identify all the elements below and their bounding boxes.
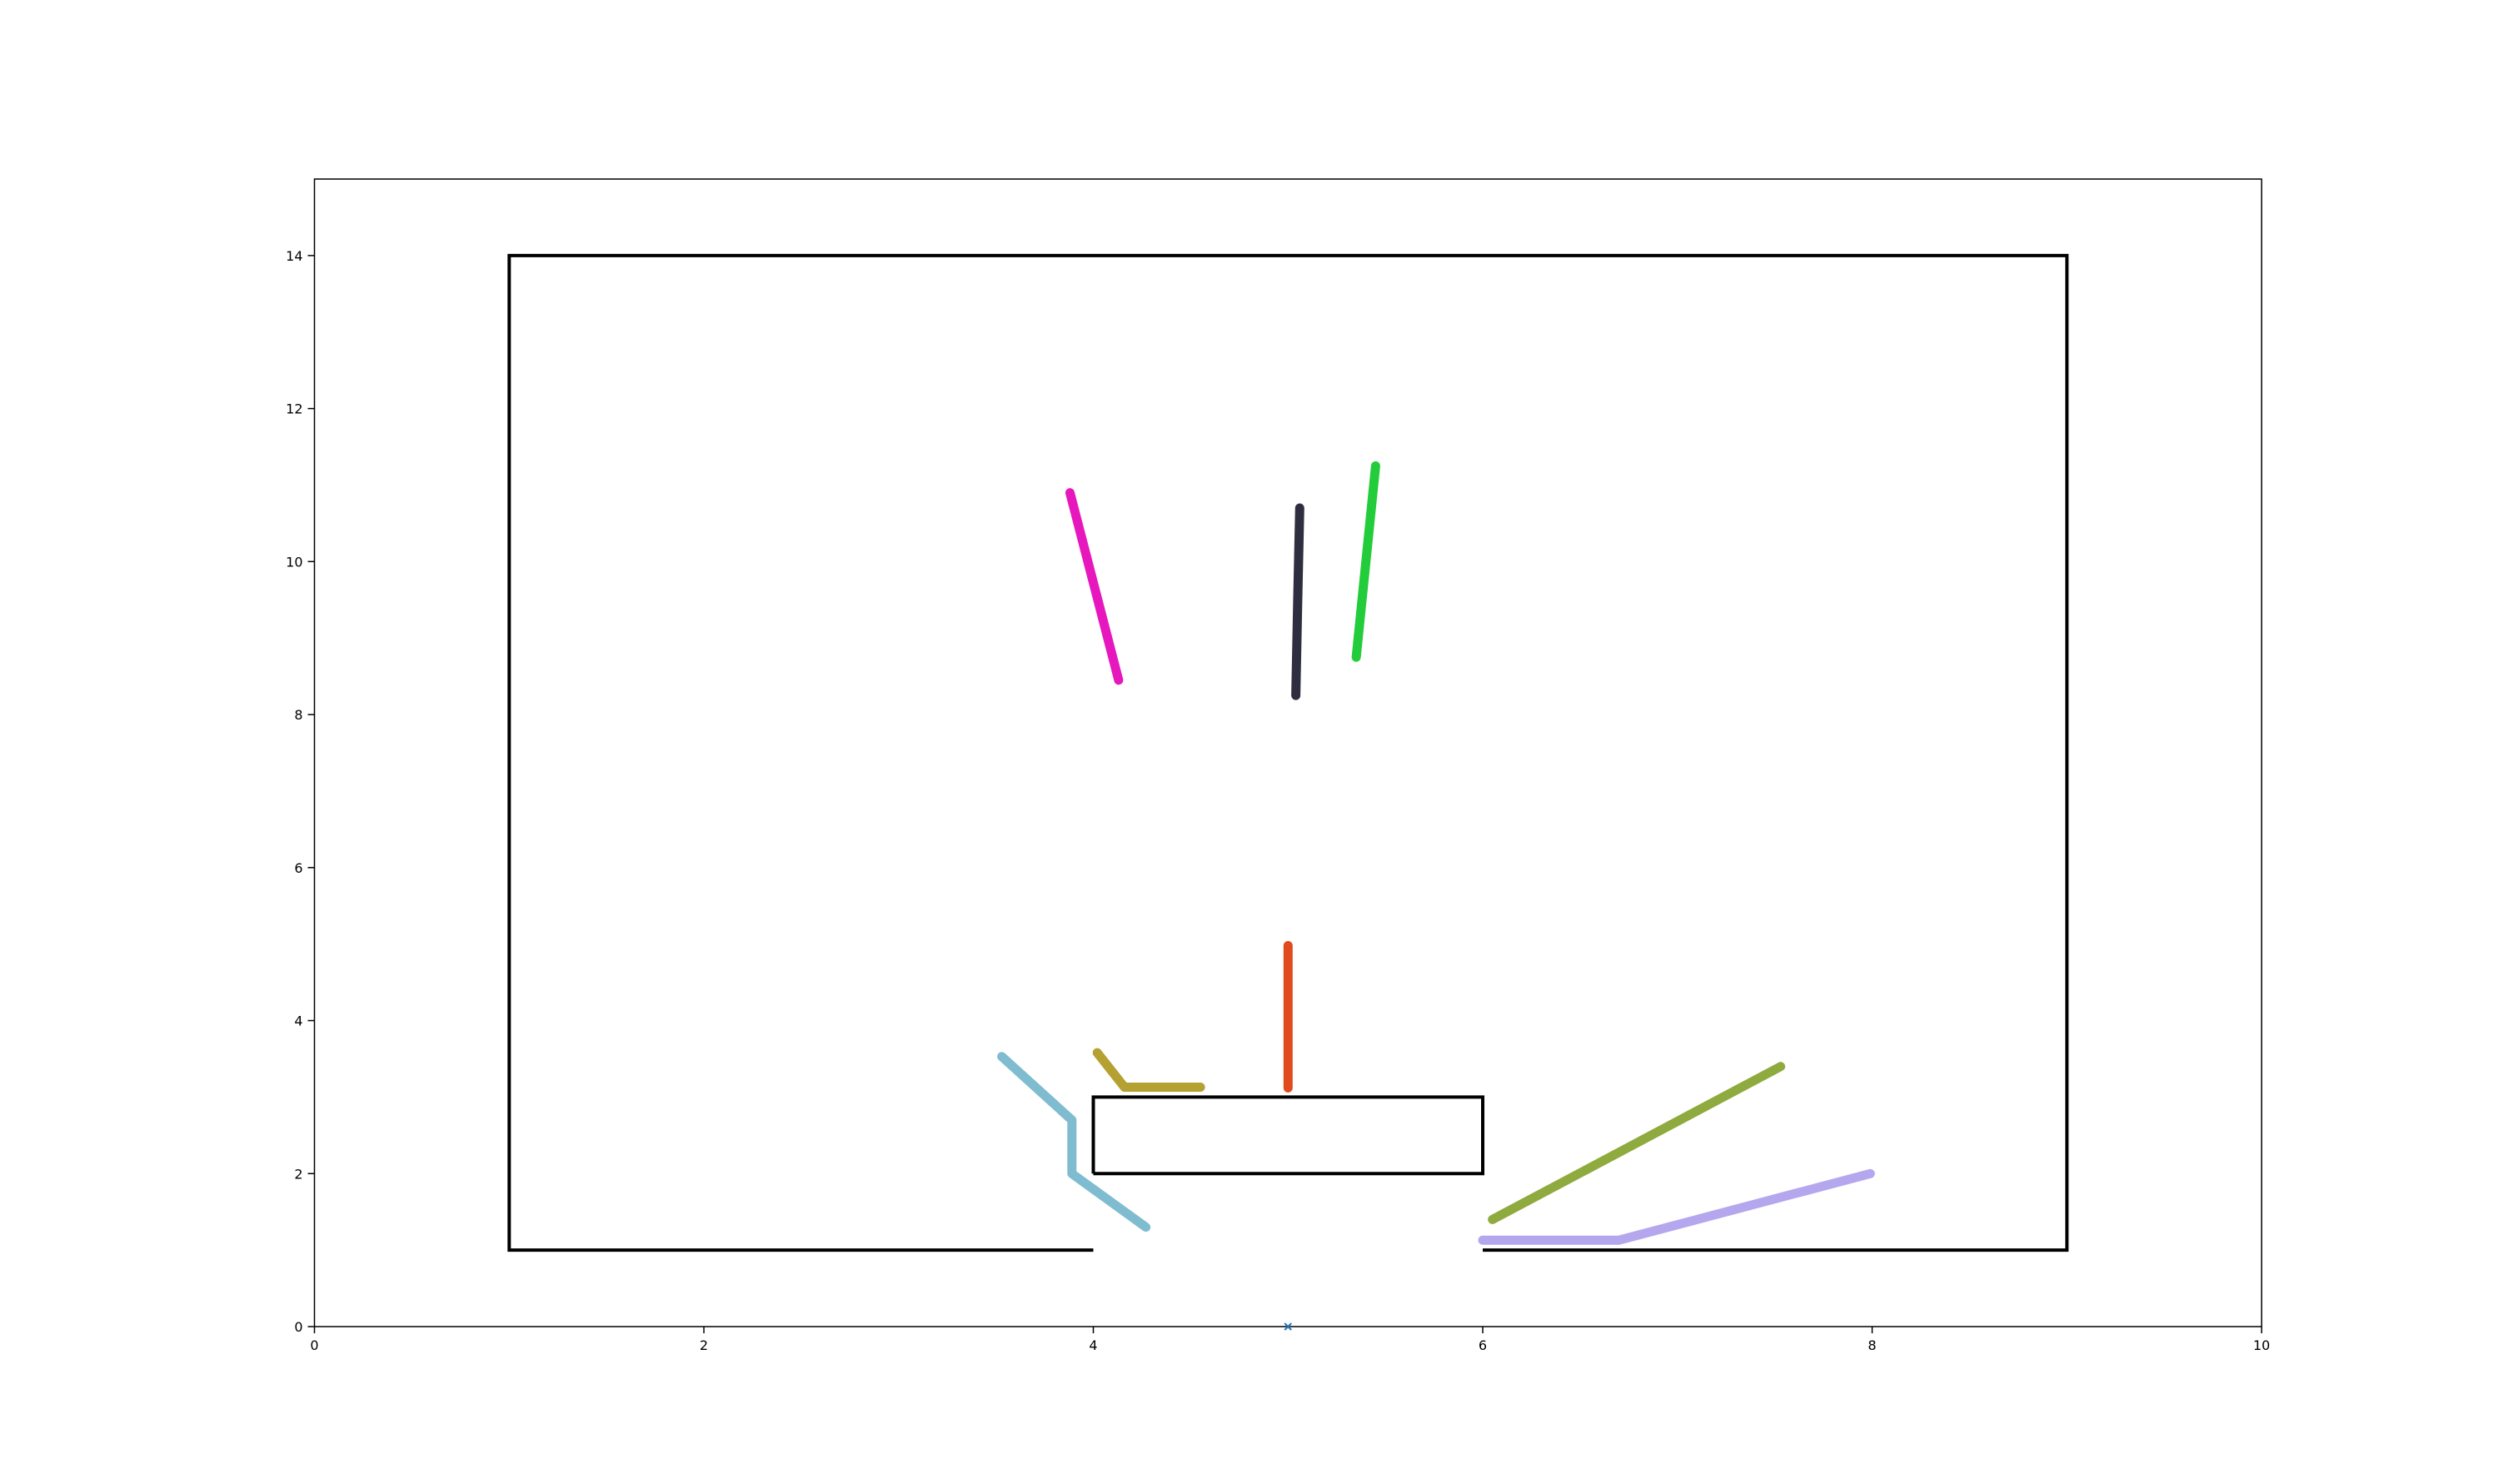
x-tick-label: 6 (1479, 1337, 1487, 1353)
y-tick-label: 14 (286, 248, 302, 264)
markers-layer (1284, 1322, 1292, 1331)
trajectory-line-1 (1065, 488, 1124, 685)
walls-layer (507, 253, 2069, 1252)
trajectory-line-5 (1092, 1048, 1205, 1092)
y-tick-label: 10 (286, 554, 302, 570)
trajectory-line-6 (997, 1052, 1151, 1233)
wall-line-2 (1091, 1095, 1484, 1176)
series-layer (997, 461, 1875, 1245)
y-tick-label: 0 (294, 1319, 302, 1335)
point-marker-1-1 (1284, 1322, 1292, 1331)
trajectory-line-3 (1351, 461, 1380, 662)
x-tick-label: 4 (1089, 1337, 1097, 1353)
y-tick-label: 4 (294, 1013, 302, 1029)
plot-area (313, 178, 2262, 1327)
axes-layer: 0 2 4 6 8 10 0 2 4 6 8 10 12 14 (286, 248, 2270, 1353)
x-tick-label: 0 (310, 1337, 318, 1353)
x-tick-label: 2 (700, 1337, 708, 1353)
x-tick-label: 8 (1868, 1337, 1876, 1353)
trajectory-line-8 (1478, 1168, 1875, 1245)
y-tick-label: 2 (294, 1166, 302, 1182)
y-tick-label: 8 (294, 707, 302, 723)
wall-line-1 (507, 253, 2069, 1252)
y-tick-label: 12 (286, 401, 302, 417)
trajectory-line-7 (1488, 1062, 1786, 1224)
x-tick-label: 10 (2253, 1337, 2270, 1353)
y-tick-label: 6 (294, 860, 302, 876)
trajectory-line-2 (1291, 503, 1304, 700)
